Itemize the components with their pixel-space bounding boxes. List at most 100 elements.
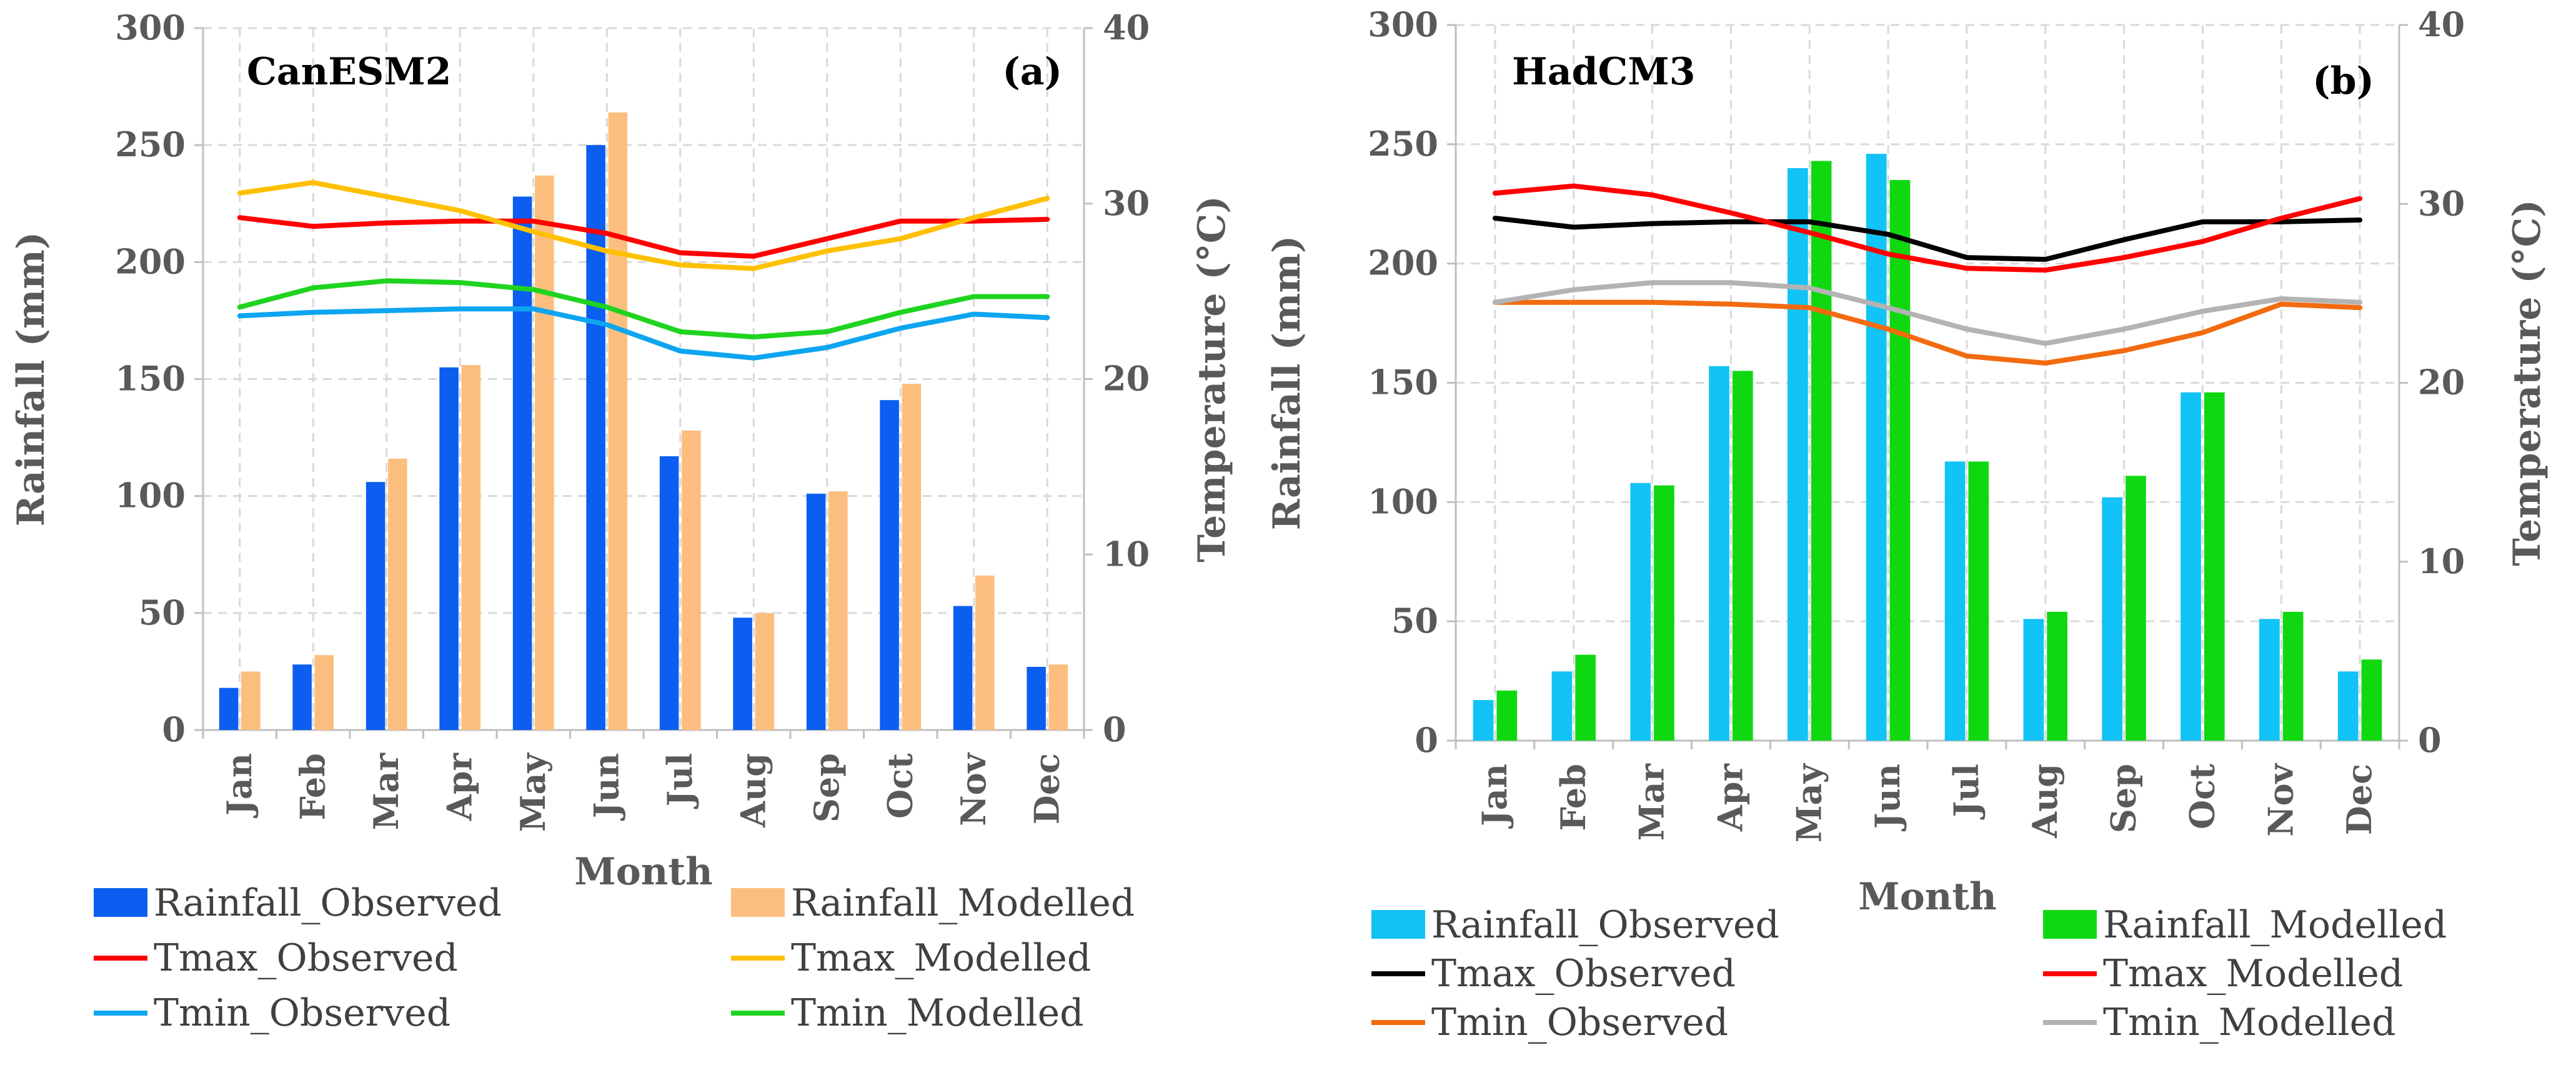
bar-rainfall-modelled [2126, 476, 2146, 741]
bar-rainfall-observed [1473, 700, 1494, 741]
legend-rainfall-observed-swatch [1371, 910, 1425, 939]
bar-rainfall-observed [806, 493, 826, 730]
x-tick-label: Apr [1710, 763, 1750, 832]
line-tmin-modelled [1492, 280, 2363, 346]
bar-rainfall-observed [1944, 461, 1966, 741]
y-tick-label: 250 [115, 124, 186, 164]
x-tick-label: Nov [953, 752, 993, 826]
x-tick-label: Aug [733, 753, 773, 828]
x-tick-label: Sep [807, 753, 847, 822]
line-tmax-modelled [237, 180, 1050, 271]
y-tick-label: 300 [115, 8, 186, 48]
bar-rainfall-observed [1866, 154, 1887, 741]
bar-rainfall-observed [366, 482, 385, 730]
panel-canesm2: 0 50 100 150 200 250 300 0 10 20 30 40 Jan Feb Mar Apr M… [9, 8, 1234, 1035]
bar-rainfall-observed [953, 606, 973, 730]
bar-rainfall-modelled [241, 671, 261, 730]
x-tick-label: Apr [439, 752, 479, 821]
y-tick-label: 0 [1415, 720, 1438, 760]
bar-rainfall-observed [586, 145, 605, 730]
x-tick-label: Jun [1867, 764, 1907, 831]
bar-rainfall-modelled [1496, 690, 1518, 741]
bar-rainfall-modelled [1654, 485, 1674, 741]
bar-rainfall-modelled [1889, 180, 1911, 741]
x-tick-label: Jun [586, 753, 626, 821]
x-tick-label: Jan [1474, 764, 1514, 829]
line-tmax-modelled [1492, 183, 2363, 273]
y2-axis-title: Temperature (°C) [2505, 199, 2549, 566]
bar-rainfall-modelled [2361, 659, 2382, 741]
legend-tmin-observed-label: Tmin_Observed [1431, 1001, 1728, 1044]
legend-tmax-observed-label: Tmax_Observed [1431, 952, 1736, 996]
y2-tick-label: 40 [2418, 4, 2465, 44]
bar-rainfall-modelled [461, 365, 481, 730]
x-tick-label: Oct [2182, 764, 2222, 829]
y2-tick-label: 0 [2418, 720, 2442, 760]
legend-tmax-modelled-label: Tmax_Modelled [791, 936, 1091, 980]
legend-rainfall-observed-swatch [94, 888, 147, 917]
bar-rainfall-modelled [682, 430, 701, 730]
bar-rainfall-observed [2181, 392, 2201, 741]
y-tick-label: 200 [115, 241, 186, 281]
y2-tick-label: 20 [2418, 362, 2465, 402]
x-tick-label: May [513, 752, 553, 832]
x-tick-label: Sep [2104, 764, 2144, 833]
bar-rainfall-observed [512, 196, 532, 730]
bar-rainfall-modelled [1968, 461, 1989, 741]
y2-tick-label: 20 [1103, 359, 1150, 399]
y-tick-label: 100 [1368, 481, 1438, 521]
bar-rainfall-observed [219, 688, 239, 730]
bar-rainfall-observed [2102, 497, 2123, 741]
y-tick-label: 250 [1368, 124, 1438, 164]
bar-rainfall-modelled [388, 458, 407, 730]
line-tmax-observed [237, 215, 1050, 259]
bar-rainfall-modelled [608, 112, 628, 730]
legend-tmin-modelled-label: Tmin_Modelled [2103, 1001, 2396, 1044]
y2-axis-title: Temperature (°C) [1190, 196, 1234, 562]
bar-rainfall-modelled [314, 655, 334, 730]
bar-rainfall-observed [439, 367, 459, 730]
line-tmax-observed [1492, 216, 2363, 262]
x-axis-title: Month [1858, 875, 1996, 919]
bar-rainfall-modelled [1811, 161, 1832, 741]
panel-label: (a) [1002, 50, 1062, 94]
y-tick-label: 150 [1368, 362, 1438, 402]
x-tick-label: Aug [2025, 764, 2065, 839]
bar-rainfall-modelled [755, 612, 775, 730]
bar-rainfall-modelled [1048, 664, 1068, 730]
bar-rainfall-observed [2337, 671, 2359, 741]
y-tick-label: 0 [162, 709, 186, 749]
bar-rainfall-observed [2023, 619, 2044, 741]
y-tick-label: 200 [1368, 243, 1438, 283]
x-tick-label: Jul [660, 753, 700, 809]
x-tick-label: Oct [880, 753, 920, 819]
y-tick-label: 300 [1368, 4, 1438, 44]
panel-label: (b) [2312, 59, 2374, 103]
bar-rainfall-modelled [2047, 611, 2067, 741]
bar-rainfall-observed [880, 400, 899, 730]
y-tick-label: 50 [1391, 601, 1438, 641]
y2-tick-label: 30 [2418, 183, 2465, 223]
bar-rainfall-modelled [2282, 611, 2304, 741]
bar-rainfall-observed [1709, 366, 1729, 741]
panel-title: HadCM3 [1512, 50, 1695, 94]
panel-title: CanESM2 [247, 50, 451, 94]
x-tick-label: Dec [1027, 753, 1067, 824]
bar-rainfall-observed [659, 456, 679, 730]
bar-rainfall-observed [1027, 666, 1046, 730]
legend-tmin-observed-label: Tmin_Observed [154, 991, 450, 1035]
line-tmin-observed [237, 306, 1050, 361]
x-axis-title: Month [574, 850, 712, 894]
y-axis-title: Rainfall (mm) [1265, 236, 1309, 530]
x-tick-label: Feb [292, 753, 332, 821]
bar-rainfall-observed [1630, 482, 1651, 741]
bar-rainfall-modelled [535, 175, 554, 731]
bar-rainfall-modelled [1575, 654, 1596, 741]
legend-rainfall-modelled-label: Rainfall_Modelled [2103, 903, 2447, 947]
y-tick-label: 150 [115, 359, 186, 399]
x-tick-label: Feb [1553, 764, 1593, 831]
x-tick-label: Nov [2260, 762, 2300, 836]
bar-rainfall-modelled [975, 575, 995, 730]
line-tmin-modelled [237, 278, 1050, 340]
legend-tmax-modelled-label: Tmax_Modelled [2103, 952, 2403, 996]
